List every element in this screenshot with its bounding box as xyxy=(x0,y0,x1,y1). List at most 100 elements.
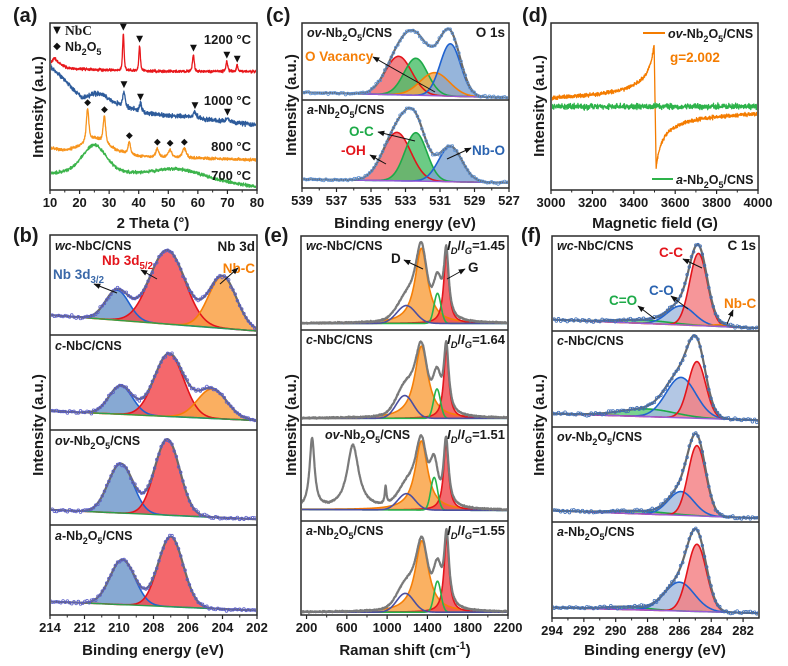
data-point xyxy=(172,254,176,258)
annotation-label-segment: Nb 3d xyxy=(53,267,91,282)
data-point xyxy=(104,398,109,402)
data-point xyxy=(59,601,63,605)
data-point xyxy=(413,30,418,34)
data-point xyxy=(72,409,76,414)
id-ig-ratio-label-segment: D xyxy=(451,245,458,256)
sample-label: ov-Nb2O5/CNS xyxy=(55,434,140,451)
data-point xyxy=(698,534,702,539)
x-tick-label: 284 xyxy=(700,623,722,638)
data-point xyxy=(700,450,705,454)
data-point xyxy=(359,176,363,181)
x-tick-label: 206 xyxy=(177,620,199,635)
data-point xyxy=(641,407,646,411)
data-point xyxy=(94,408,98,413)
x-tick-label: 539 xyxy=(291,193,313,208)
annotation-label-segment: Nb-C xyxy=(724,296,756,311)
data-point xyxy=(626,509,630,514)
id-ig-ratio-label-segment: / xyxy=(458,523,462,538)
data-point xyxy=(361,176,365,181)
annotation-arrow xyxy=(93,283,118,294)
data-point xyxy=(315,91,319,95)
sample-label-segment: a xyxy=(55,529,62,543)
data-point xyxy=(172,449,176,453)
data-point xyxy=(51,313,52,317)
data-point xyxy=(172,537,176,541)
data-point xyxy=(444,146,448,151)
data-point xyxy=(465,168,470,172)
sample-label-segment: -NbC/CNS xyxy=(72,239,132,253)
data-point xyxy=(415,30,420,35)
annotation-label: Nb-C xyxy=(223,261,255,276)
data-point xyxy=(553,412,556,416)
legend-marker: ◆ xyxy=(53,41,61,52)
data-point xyxy=(696,434,700,438)
data-point xyxy=(672,489,676,494)
data-point xyxy=(122,557,126,562)
sample-label-segment: O xyxy=(88,529,98,543)
data-point xyxy=(685,272,689,277)
data-point xyxy=(689,531,694,536)
data-point xyxy=(687,265,691,269)
x-tick-label: 292 xyxy=(573,623,595,638)
x-tick-label: 3000 xyxy=(537,195,566,210)
data-point xyxy=(118,383,122,388)
data-point xyxy=(218,273,222,278)
data-point xyxy=(698,244,702,248)
id-ig-ratio-label: ID/IG=1.55 xyxy=(447,523,505,541)
x-tick-label: 3600 xyxy=(661,195,690,210)
data-point xyxy=(474,176,479,181)
data-point xyxy=(159,360,163,364)
data-point xyxy=(698,440,702,445)
x-axis-label-segment: Binding energy (eV) xyxy=(82,642,224,659)
data-point xyxy=(194,389,198,393)
legend-label-segment: O xyxy=(709,173,719,187)
data-point xyxy=(391,126,396,130)
data-point xyxy=(246,416,250,420)
data-point xyxy=(168,439,172,444)
sample-label: wc-NbC/CNS xyxy=(557,239,633,253)
x-tick-label: 288 xyxy=(637,623,659,638)
annotation-label-segment: C-C xyxy=(659,245,683,260)
data-point xyxy=(152,374,157,379)
data-point xyxy=(652,400,657,405)
data-point xyxy=(240,307,244,311)
data-point xyxy=(126,470,131,474)
subpanel: wc-NbC/CNS ID/IG=1.45 xyxy=(302,238,507,325)
data-point xyxy=(696,242,700,247)
data-point xyxy=(752,610,757,614)
data-point xyxy=(733,516,737,521)
x-tick-label: 202 xyxy=(246,620,268,635)
data-point xyxy=(711,403,715,408)
data-point xyxy=(374,162,378,166)
data-point xyxy=(196,387,200,392)
data-point xyxy=(146,279,150,283)
annotation-arrow xyxy=(403,259,424,270)
data-point xyxy=(735,417,739,422)
data-point xyxy=(748,517,752,521)
data-point xyxy=(580,508,585,513)
annotation-arrow xyxy=(726,309,734,325)
data-point xyxy=(159,551,163,555)
data-point xyxy=(100,304,104,308)
data-point xyxy=(752,516,757,520)
data-point xyxy=(155,261,159,265)
x-tick-label: 600 xyxy=(336,620,358,635)
data-point xyxy=(131,296,135,301)
subpanel: wc-NbC/CNS xyxy=(51,239,256,332)
fit-component-area xyxy=(553,377,758,421)
data-point xyxy=(604,411,609,415)
data-point xyxy=(161,546,166,550)
data-point xyxy=(674,484,678,489)
data-point xyxy=(102,586,107,590)
fit-component-area xyxy=(51,559,256,611)
fit-component-area xyxy=(51,463,256,520)
subpanel: c-NbC/CNS ID/IG=1.64 xyxy=(302,332,507,420)
data-point xyxy=(713,312,718,316)
data-point xyxy=(439,33,444,38)
data-point xyxy=(674,369,678,373)
data-point xyxy=(139,586,144,590)
annotation-label: Nb-O xyxy=(472,143,505,158)
xrd-pattern xyxy=(51,63,256,128)
data-point xyxy=(250,324,255,328)
legend-label-segment: a xyxy=(676,173,683,187)
